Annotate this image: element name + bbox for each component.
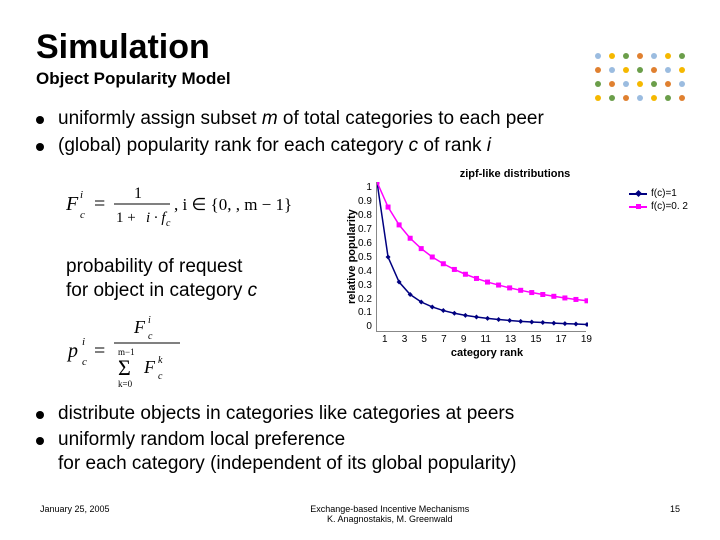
svg-text:k: k: [158, 355, 163, 366]
svg-text:k=0: k=0: [118, 379, 133, 389]
decorative-dots: [590, 48, 700, 118]
bullet-item: distribute objects in categories like ca…: [36, 402, 684, 427]
overlap-line: for each category (independent of its gl…: [58, 453, 684, 475]
bullet-item: uniformly random local preference: [36, 428, 684, 453]
chart-yticks: 10.90.80.70.60.50.40.30.20.10: [358, 182, 376, 332]
bullet-text: uniformly assign subset m of total categ…: [58, 107, 544, 132]
bullet-item: (global) popularity rank for each catego…: [36, 134, 684, 159]
svg-text:1 +: 1 +: [116, 210, 136, 226]
svg-text:c: c: [148, 331, 153, 342]
bullet-icon: [36, 116, 44, 124]
bullet-icon: [36, 411, 44, 419]
bullet-text: distribute objects in categories like ca…: [58, 402, 514, 427]
footer-center: Exchange-based Incentive Mechanisms K. A…: [110, 504, 670, 524]
svg-text:=: =: [94, 340, 105, 362]
slide-subtitle: Object Popularity Model: [36, 69, 684, 89]
zipf-chart: zipf-like distributions relative popular…: [346, 168, 684, 396]
bullet-icon: [36, 143, 44, 151]
chart-legend: f(c)=1f(c)=0. 2: [629, 188, 688, 214]
chart-xticks: 135791113151719: [382, 334, 592, 345]
svg-text:1: 1: [134, 185, 142, 202]
svg-text:F: F: [66, 193, 79, 215]
footer-date: January 25, 2005: [40, 504, 110, 524]
bullet-icon: [36, 437, 44, 445]
formula-probability: p i c = F i c m−1 Σ k=0 F k c: [66, 313, 346, 396]
slide-footer: January 25, 2005 Exchange-based Incentiv…: [40, 504, 680, 524]
svg-text:, i ∈ {0, , m − 1}: , i ∈ {0, , m − 1}: [174, 195, 292, 214]
svg-text:i · f: i · f: [146, 210, 167, 226]
bullet-item: uniformly assign subset m of total categ…: [36, 107, 684, 132]
bullet-text: uniformly random local preference: [58, 428, 345, 453]
chart-xlabel: category rank: [382, 347, 592, 359]
svg-text:F: F: [143, 357, 156, 377]
svg-text:=: =: [94, 193, 105, 215]
svg-text:c: c: [158, 371, 163, 382]
svg-text:c: c: [82, 356, 87, 368]
svg-text:Σ: Σ: [118, 355, 131, 380]
svg-text:F: F: [133, 317, 146, 337]
svg-text:i: i: [148, 315, 151, 326]
bottom-bullets: distribute objects in categories like ca…: [36, 402, 684, 452]
chart-title: zipf-like distributions: [346, 168, 684, 180]
svg-text:c: c: [80, 209, 85, 221]
svg-text:p: p: [66, 340, 78, 362]
chart-ylabel: relative popularity: [346, 182, 358, 332]
top-bullets: uniformly assign subset m of total categ…: [36, 107, 684, 158]
chart-plot-area: [376, 182, 586, 332]
bullet-text: (global) popularity rank for each catego…: [58, 134, 491, 159]
footer-pagenum: 15: [670, 504, 680, 524]
svg-text:i: i: [82, 336, 85, 348]
probability-text: probability of request for object in cat…: [66, 255, 346, 303]
formula-popularity: F i c = 1 1 + i · f c , i ∈ {0, , m − 1}: [66, 180, 346, 233]
slide-title: Simulation: [36, 28, 684, 67]
svg-text:i: i: [80, 189, 83, 201]
svg-text:c: c: [166, 218, 171, 228]
